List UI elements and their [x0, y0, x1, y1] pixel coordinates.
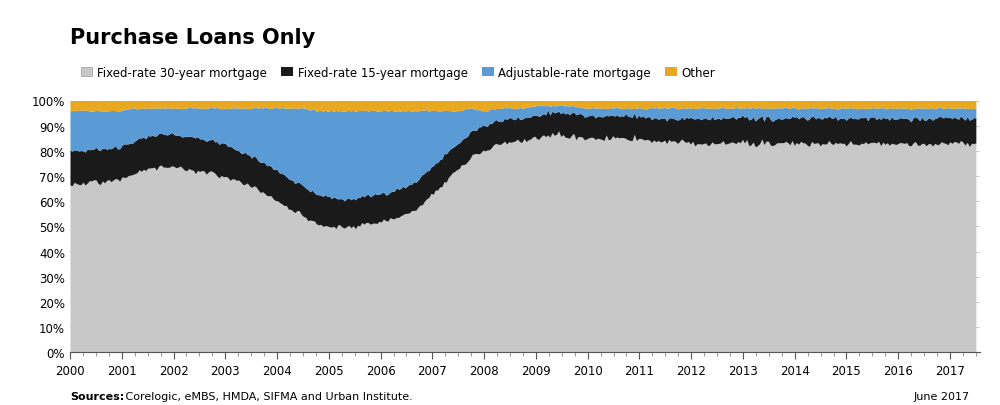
Legend: Fixed-rate 30-year mortgage, Fixed-rate 15-year mortgage, Adjustable-rate mortga: Fixed-rate 30-year mortgage, Fixed-rate …: [76, 62, 720, 84]
Text: Sources:: Sources:: [70, 391, 124, 401]
Text: June 2017: June 2017: [914, 391, 970, 401]
Text: Purchase Loans Only: Purchase Loans Only: [70, 28, 315, 48]
Text: Corelogic, eMBS, HMDA, SIFMA and Urban Institute.: Corelogic, eMBS, HMDA, SIFMA and Urban I…: [122, 391, 413, 401]
